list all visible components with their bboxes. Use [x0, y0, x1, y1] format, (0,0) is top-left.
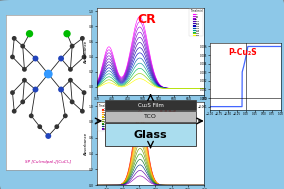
Point [80, 110, 85, 113]
Text: CR: CR [137, 13, 156, 26]
Point [22, 68, 27, 71]
Legend: 0, 30, 60, 90, 120, 150, 180, 210, 240, 270, 300, 330, 360: 0, 30, 60, 90, 120, 150, 180, 210, 240, … [98, 103, 112, 131]
Point [68, 79, 73, 82]
Text: Glass: Glass [134, 130, 167, 140]
Point [10, 55, 15, 58]
Legend: 0, 30, 60, 90, 120, 150, 180, 210, 240, 270, 300, 330, 360: 0, 30, 60, 90, 120, 150, 180, 210, 240, … [189, 9, 203, 36]
Point [55, 125, 59, 128]
Point [70, 45, 74, 48]
Y-axis label: Absorbance: Absorbance [84, 40, 88, 63]
Point [37, 125, 42, 128]
Point [33, 57, 38, 60]
Point [33, 88, 38, 91]
Point [68, 68, 73, 71]
Point [46, 135, 51, 138]
Point [46, 73, 51, 76]
Point [27, 32, 32, 35]
Text: P-Cu₂S: P-Cu₂S [228, 48, 256, 57]
Point [63, 114, 68, 117]
Point [59, 88, 63, 91]
Point [10, 91, 15, 94]
X-axis label: Wavelength(nm): Wavelength(nm) [134, 102, 167, 106]
Point [20, 45, 25, 48]
Point [12, 110, 16, 113]
Point [22, 79, 27, 82]
Point [12, 37, 16, 40]
Point [82, 55, 86, 58]
Text: SP [Cu(mdpa)₂][CuCl₂]: SP [Cu(mdpa)₂][CuCl₂] [25, 160, 71, 164]
FancyBboxPatch shape [105, 112, 196, 122]
Point [82, 91, 86, 94]
Point [80, 37, 85, 40]
Text: Cu₂S Film: Cu₂S Film [137, 103, 164, 108]
Text: RB: RB [159, 107, 178, 120]
Point [20, 100, 25, 103]
Point [65, 32, 69, 35]
Point [59, 57, 63, 60]
Y-axis label: Absorbance: Absorbance [84, 132, 88, 155]
Point [70, 100, 74, 103]
Point [29, 114, 34, 117]
FancyBboxPatch shape [105, 123, 196, 146]
Text: TCO: TCO [144, 114, 157, 119]
FancyBboxPatch shape [105, 100, 196, 110]
